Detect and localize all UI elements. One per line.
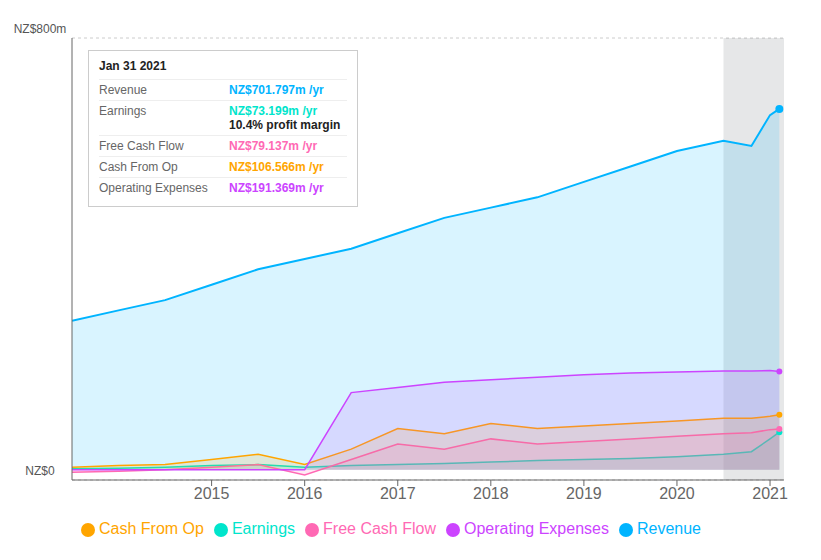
html-text:Cash From Op: Cash From Op [99,520,204,537]
svg-text:NZ$800m: NZ$800m [14,22,67,36]
svg-text:2021: 2021 [752,485,788,502]
html-text:Free Cash Flow: Free Cash Flow [99,139,184,153]
svg-text:2015: 2015 [194,485,230,502]
html-text:10.4% profit margin: 10.4% profit margin [229,118,341,132]
svg-text:2016: 2016 [287,485,323,502]
svg-text:2018: 2018 [473,485,509,502]
svg-text:NZ$0: NZ$0 [25,464,55,478]
html-text:Earnings: Earnings [99,104,147,118]
html-text:NZ$79.137m /yr: NZ$79.137m /yr [229,139,318,153]
html-text:NZ$701.797m /yr: NZ$701.797m /yr [229,83,324,97]
svg-text:2020: 2020 [659,485,695,502]
html-text:Cash From Op: Cash From Op [99,160,178,174]
html-text:Earnings: Earnings [231,520,296,537]
html-text:Jan 31 2021: Jan 31 2021 [99,59,167,73]
html-text:Free Cash Flow: Free Cash Flow [323,520,436,537]
html-text:Operating Expenses: Operating Expenses [99,181,208,195]
html-text:NZ$191.369m /yr: NZ$191.369m /yr [229,181,324,195]
html-text:Operating Expenses: Operating Expenses [464,520,609,537]
html-text:Revenue: Revenue [99,83,147,97]
svg-text:2017: 2017 [380,485,416,502]
svg-text:2019: 2019 [566,485,602,502]
html-text:Revenue: Revenue [637,520,701,537]
html-text:NZ$106.566m /yr: NZ$106.566m /yr [229,160,324,174]
html-text:NZ$73.199m /yr: NZ$73.199m /yr [229,104,318,118]
